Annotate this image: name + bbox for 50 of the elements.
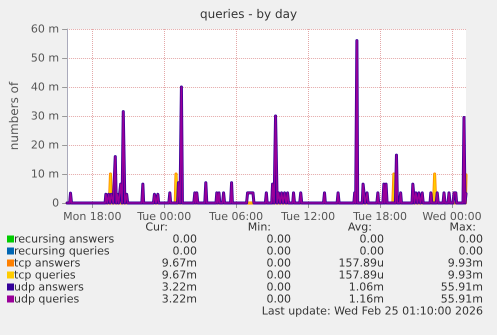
text: 55.91m (440, 292, 483, 306)
text: 0.00 (266, 280, 291, 294)
legend-label: tcp queries (14, 268, 76, 282)
text: 1.06m (348, 280, 384, 294)
x-tick-label: Tue 18:00 (352, 210, 408, 223)
text: Last update: Wed Feb 25 01:10:00 2026 (262, 304, 483, 318)
text: 0.00 (266, 232, 291, 246)
text: 0.00 (266, 268, 291, 282)
y-tick-label: 20 m (30, 138, 60, 152)
y-tick-label: 30 m (30, 110, 60, 122)
legend-label: tcp answers (14, 256, 81, 270)
legend-label: recursing answers (14, 232, 115, 246)
y-tick-label: 50 m (30, 52, 60, 64)
y-tick-label: 0 (52, 196, 60, 210)
text: Avg: (348, 220, 372, 234)
text: 0.00 (360, 232, 384, 246)
text: 0.00 (266, 244, 291, 258)
text: 0.00 (360, 244, 384, 258)
text: Max: (450, 220, 476, 234)
x-tick-label: Tue 06:00 (208, 210, 264, 223)
text: 157.89u (338, 256, 384, 270)
legend-label: udp queries (14, 292, 80, 306)
text: Min: (248, 220, 271, 234)
text: 9.93m (448, 268, 483, 282)
text: 0.00 (458, 232, 483, 246)
text: 0.00 (266, 292, 291, 306)
x-tick-label: Mon 18:00 (63, 210, 122, 223)
y-tick-label: 60 m (30, 22, 60, 36)
text: 1.16m (348, 292, 384, 306)
x-tick-label: Wed 00:00 (422, 210, 482, 223)
legend-label: recursing queries (14, 244, 110, 258)
chart-title: queries - by day (200, 7, 298, 21)
text: 3.22m (162, 292, 197, 306)
text: 9.93m (448, 256, 483, 270)
x-tick-label: Tue 12:00 (280, 210, 336, 223)
legend-label: udp answers (14, 280, 84, 294)
text: Cur: (145, 220, 168, 234)
text: 0.00 (458, 244, 483, 258)
text: 0.00 (266, 256, 291, 270)
text: 55.91m (440, 280, 483, 294)
text: 157.89u (338, 268, 384, 282)
text: 3.22m (162, 280, 197, 294)
text: 9.67m (162, 268, 197, 282)
y-tick-label: 10 m (30, 168, 60, 180)
text: 0.00 (172, 244, 197, 258)
text: 0.00 (172, 232, 197, 246)
y-axis-title: numbers of (7, 80, 21, 150)
y-tick-label: 40 m (30, 80, 60, 94)
text: 9.67m (162, 256, 197, 270)
x-tick-label: Tue 00:00 (136, 210, 192, 223)
